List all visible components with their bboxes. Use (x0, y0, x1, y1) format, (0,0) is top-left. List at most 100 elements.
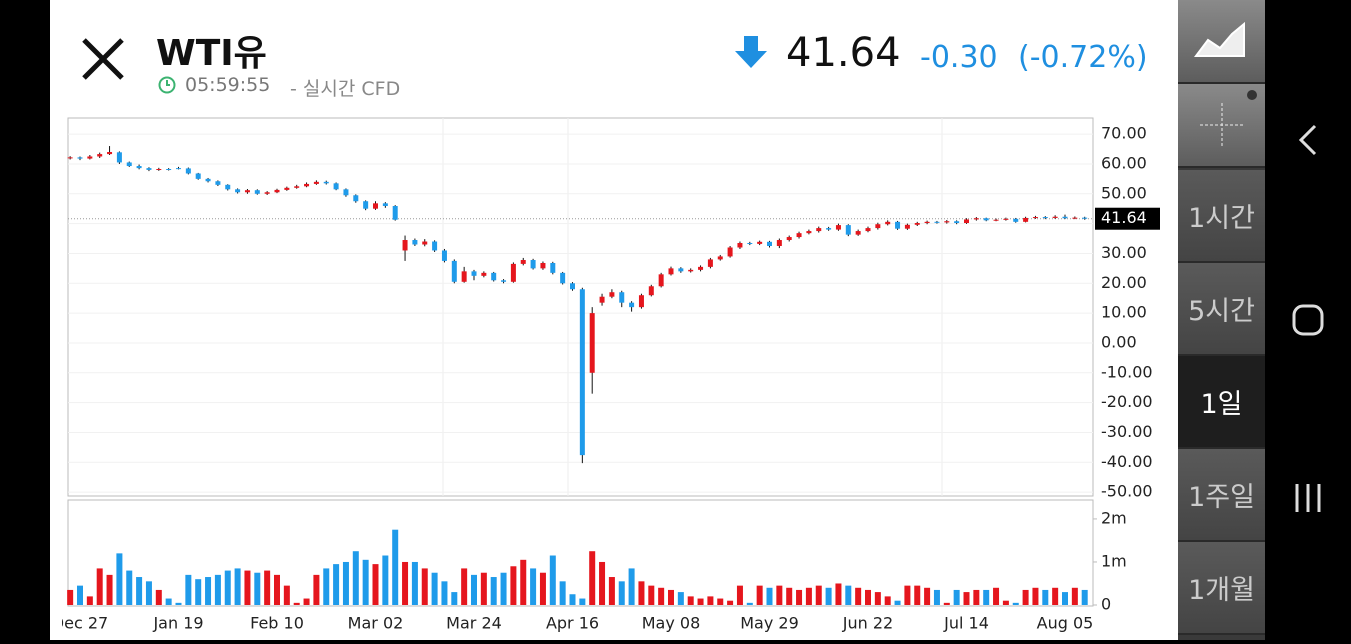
candle-body (481, 272, 487, 276)
volume-bar (687, 596, 694, 605)
quote-source: - 실시간 CFD (290, 78, 401, 100)
volume-bar (579, 598, 586, 605)
candle-body (185, 168, 191, 174)
close-icon (82, 38, 124, 80)
candle-body (904, 224, 910, 229)
y-tick-label: -40.00 (1101, 452, 1153, 471)
volume-bar (323, 568, 330, 605)
x-tick-label: Jun 22 (842, 614, 893, 633)
volume-bar (1002, 600, 1009, 605)
candle-body (1003, 218, 1009, 220)
volume-bar (362, 559, 369, 605)
x-tick-label: Jul 14 (943, 614, 989, 633)
volume-bar (746, 602, 753, 605)
candle-body (166, 169, 172, 171)
volume-bar (500, 572, 507, 605)
candle-body (501, 280, 507, 282)
candle-body (510, 263, 516, 282)
candle-body (560, 272, 566, 284)
close-button[interactable] (80, 36, 126, 82)
candle-body (727, 247, 733, 257)
instrument-title: WTI유 (156, 33, 267, 74)
app-panel: WTI유 05:59:55 - 실시간 CFD 41.64 -0.30 (-0.… (50, 0, 1178, 640)
candle-body (826, 228, 832, 230)
home-button[interactable] (1292, 304, 1324, 336)
candle-body (964, 219, 969, 224)
volume-bar (648, 585, 655, 605)
volume-bar (274, 574, 280, 605)
volume-bar (1042, 589, 1049, 605)
clock-icon (158, 76, 176, 94)
interval-button[interactable]: 5시간 (1178, 263, 1265, 356)
volume-bar (993, 587, 1000, 605)
volume-bar (924, 587, 931, 605)
candle-body (658, 274, 664, 287)
candle-body (688, 269, 694, 272)
x-tick-label: May 08 (642, 614, 701, 633)
down-arrow (735, 36, 767, 68)
candle-body (1062, 216, 1068, 219)
interval-button[interactable]: 1주일 (1178, 449, 1265, 542)
interval-button[interactable]: 1시간 (1178, 170, 1265, 263)
candle-body (579, 289, 585, 456)
x-tick-label: May 29 (740, 614, 799, 633)
volume-bar (352, 551, 359, 605)
x-tick-label: Mar 02 (348, 614, 404, 633)
volume-bar (392, 529, 399, 605)
candle-body (461, 271, 467, 282)
volume-bar (402, 561, 409, 605)
volume-bar (707, 596, 714, 605)
volume-bar (953, 589, 960, 605)
chart-type-button[interactable] (1178, 0, 1265, 84)
price-change-percent: (-0.72%) (1018, 40, 1148, 75)
candle-body (609, 292, 615, 297)
candle-body (284, 187, 290, 190)
volume-bar (559, 581, 566, 605)
volume-bar (776, 585, 783, 605)
volume-bar (697, 598, 704, 605)
nav-icons (1292, 124, 1324, 512)
navigation-bar (1265, 0, 1351, 640)
crosshair-button[interactable] (1178, 84, 1265, 168)
candle-body (717, 256, 723, 260)
recents-button[interactable] (1295, 484, 1321, 512)
candle-body (629, 302, 635, 308)
candle-body (126, 162, 132, 167)
candle-body (441, 250, 447, 261)
volume-bar (1022, 589, 1029, 605)
candle-body (244, 190, 250, 193)
volume-bar (914, 585, 921, 605)
volume-bar (185, 574, 192, 605)
candle-body (875, 224, 881, 229)
candle-body (323, 181, 329, 184)
candle-body (107, 152, 113, 155)
volume-bar (411, 561, 418, 605)
volume-bar (451, 592, 458, 605)
volume-bar (658, 587, 665, 605)
back-button[interactable] (1298, 124, 1317, 156)
candle-body (274, 189, 280, 193)
candle-body (343, 189, 349, 196)
candle-body (698, 266, 704, 270)
y-tick-label: 60.00 (1101, 153, 1147, 172)
candle-body (87, 156, 93, 159)
volume-tick-label: 2m (1101, 508, 1127, 527)
candle-body (392, 206, 398, 220)
candle-body (570, 283, 575, 290)
volume-bar (756, 585, 763, 605)
candle-body (402, 240, 408, 251)
candle-body (835, 225, 841, 230)
volume-bar (904, 585, 911, 605)
last-price: 41.64 (786, 30, 901, 76)
price-frame (67, 117, 1094, 497)
candle-body (895, 221, 901, 229)
x-tick-label: Mar 24 (446, 614, 502, 633)
candle-body (767, 241, 772, 246)
volume-bar (342, 561, 349, 605)
candle-body (599, 296, 605, 303)
candle-body (215, 181, 221, 185)
interval-button[interactable]: 1개월 (1178, 542, 1265, 635)
candle-body (993, 219, 999, 221)
volume-bar (293, 602, 300, 605)
interval-button[interactable]: 1일 (1178, 356, 1265, 449)
